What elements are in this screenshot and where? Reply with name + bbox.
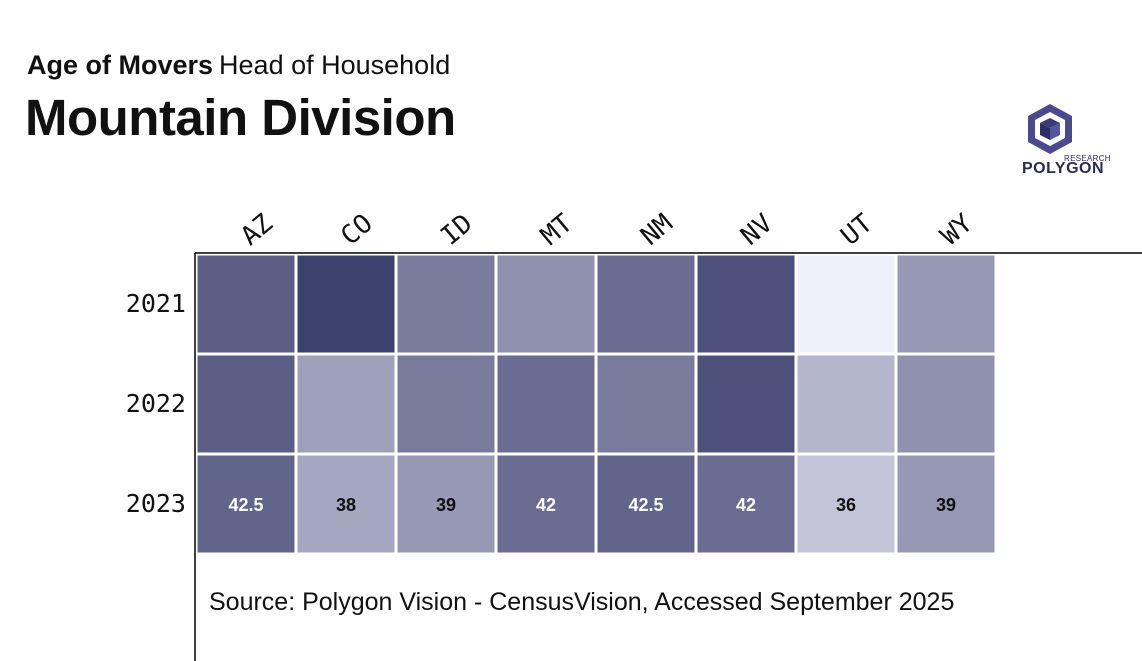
cell-label-ID-2023: 39 bbox=[436, 495, 456, 515]
x-label-MT: MT bbox=[535, 208, 579, 251]
heatmap-cell-MT-2022 bbox=[497, 355, 595, 453]
chart-title: Mountain Division bbox=[25, 89, 456, 146]
cell-label-MT-2023: 42 bbox=[536, 495, 556, 515]
heatmap-cell-MT-2021 bbox=[497, 255, 595, 353]
heatmap-cell-MT-2023 bbox=[497, 455, 595, 553]
heatmap-cell-NV-2023 bbox=[697, 455, 795, 553]
heatmap-cell-UT-2022 bbox=[797, 355, 895, 453]
polygon-cube-icon bbox=[1028, 104, 1072, 154]
heatmap-cell-AZ-2021 bbox=[197, 255, 295, 353]
chart-subtitle: Age of Movers Head of Household bbox=[27, 50, 450, 81]
heatmap-cell-AZ-2023 bbox=[197, 455, 295, 553]
polygon-logo: RESEARCH POLYGON bbox=[1018, 100, 1111, 182]
heatmap-cell-UT-2023 bbox=[797, 455, 895, 553]
heatmap-cell-labels: 42.5 38 39 42 42.5 42 36 39 bbox=[228, 495, 956, 515]
cell-label-UT-2023: 36 bbox=[836, 495, 856, 515]
logo-small-text: RESEARCH bbox=[1064, 154, 1111, 163]
heatmap-cell-ID-2022 bbox=[397, 355, 495, 453]
heatmap-cell-NM-2022 bbox=[597, 355, 695, 453]
heatmap-cells bbox=[197, 255, 995, 553]
cell-label-NM-2023: 42.5 bbox=[628, 495, 663, 515]
y-label-2022: 2022 bbox=[126, 389, 186, 418]
x-label-NV: NV bbox=[735, 208, 778, 251]
heatmap-cell-CO-2023 bbox=[297, 455, 395, 553]
cell-label-NV-2023: 42 bbox=[736, 495, 756, 515]
heatmap-cell-WY-2023 bbox=[897, 455, 995, 553]
cell-label-CO-2023: 38 bbox=[336, 495, 356, 515]
subtitle-regular: Head of Household bbox=[219, 50, 451, 80]
source-note: Source: Polygon Vision - CensusVision, A… bbox=[209, 588, 955, 616]
heatmap-cell-UT-2021 bbox=[797, 255, 895, 353]
subtitle-bold: Age of Movers bbox=[27, 50, 214, 80]
heatmap-cell-WY-2022 bbox=[897, 355, 995, 453]
heatmap-cell-CO-2021 bbox=[297, 255, 395, 353]
x-label-AZ: AZ bbox=[235, 208, 278, 251]
y-label-2023: 2023 bbox=[126, 489, 186, 518]
heatmap-cell-ID-2023 bbox=[397, 455, 495, 553]
heatmap-cell-AZ-2022 bbox=[197, 355, 295, 453]
y-axis-labels: 2021 2022 2023 bbox=[126, 289, 186, 518]
y-label-2021: 2021 bbox=[126, 289, 186, 318]
heatmap-cell-NM-2023 bbox=[597, 455, 695, 553]
logo-text: POLYGON bbox=[1022, 160, 1105, 177]
x-label-UT: UT bbox=[835, 208, 879, 251]
cell-label-AZ-2023: 42.5 bbox=[228, 495, 263, 515]
x-label-NM: NM bbox=[635, 208, 678, 251]
x-label-WY: WY bbox=[935, 208, 979, 251]
x-axis-labels: AZ CO ID MT NM NV UT WY bbox=[235, 208, 979, 251]
x-label-ID: ID bbox=[435, 208, 478, 251]
heatmap-cell-NV-2021 bbox=[697, 255, 795, 353]
heatmap-cell-WY-2021 bbox=[897, 255, 995, 353]
x-label-CO: CO bbox=[335, 208, 378, 251]
heatmap-cell-NM-2021 bbox=[597, 255, 695, 353]
heatmap-cell-NV-2022 bbox=[697, 355, 795, 453]
cell-label-WY-2023: 39 bbox=[936, 495, 956, 515]
heatmap-cell-ID-2021 bbox=[397, 255, 495, 353]
heatmap-cell-CO-2022 bbox=[297, 355, 395, 453]
